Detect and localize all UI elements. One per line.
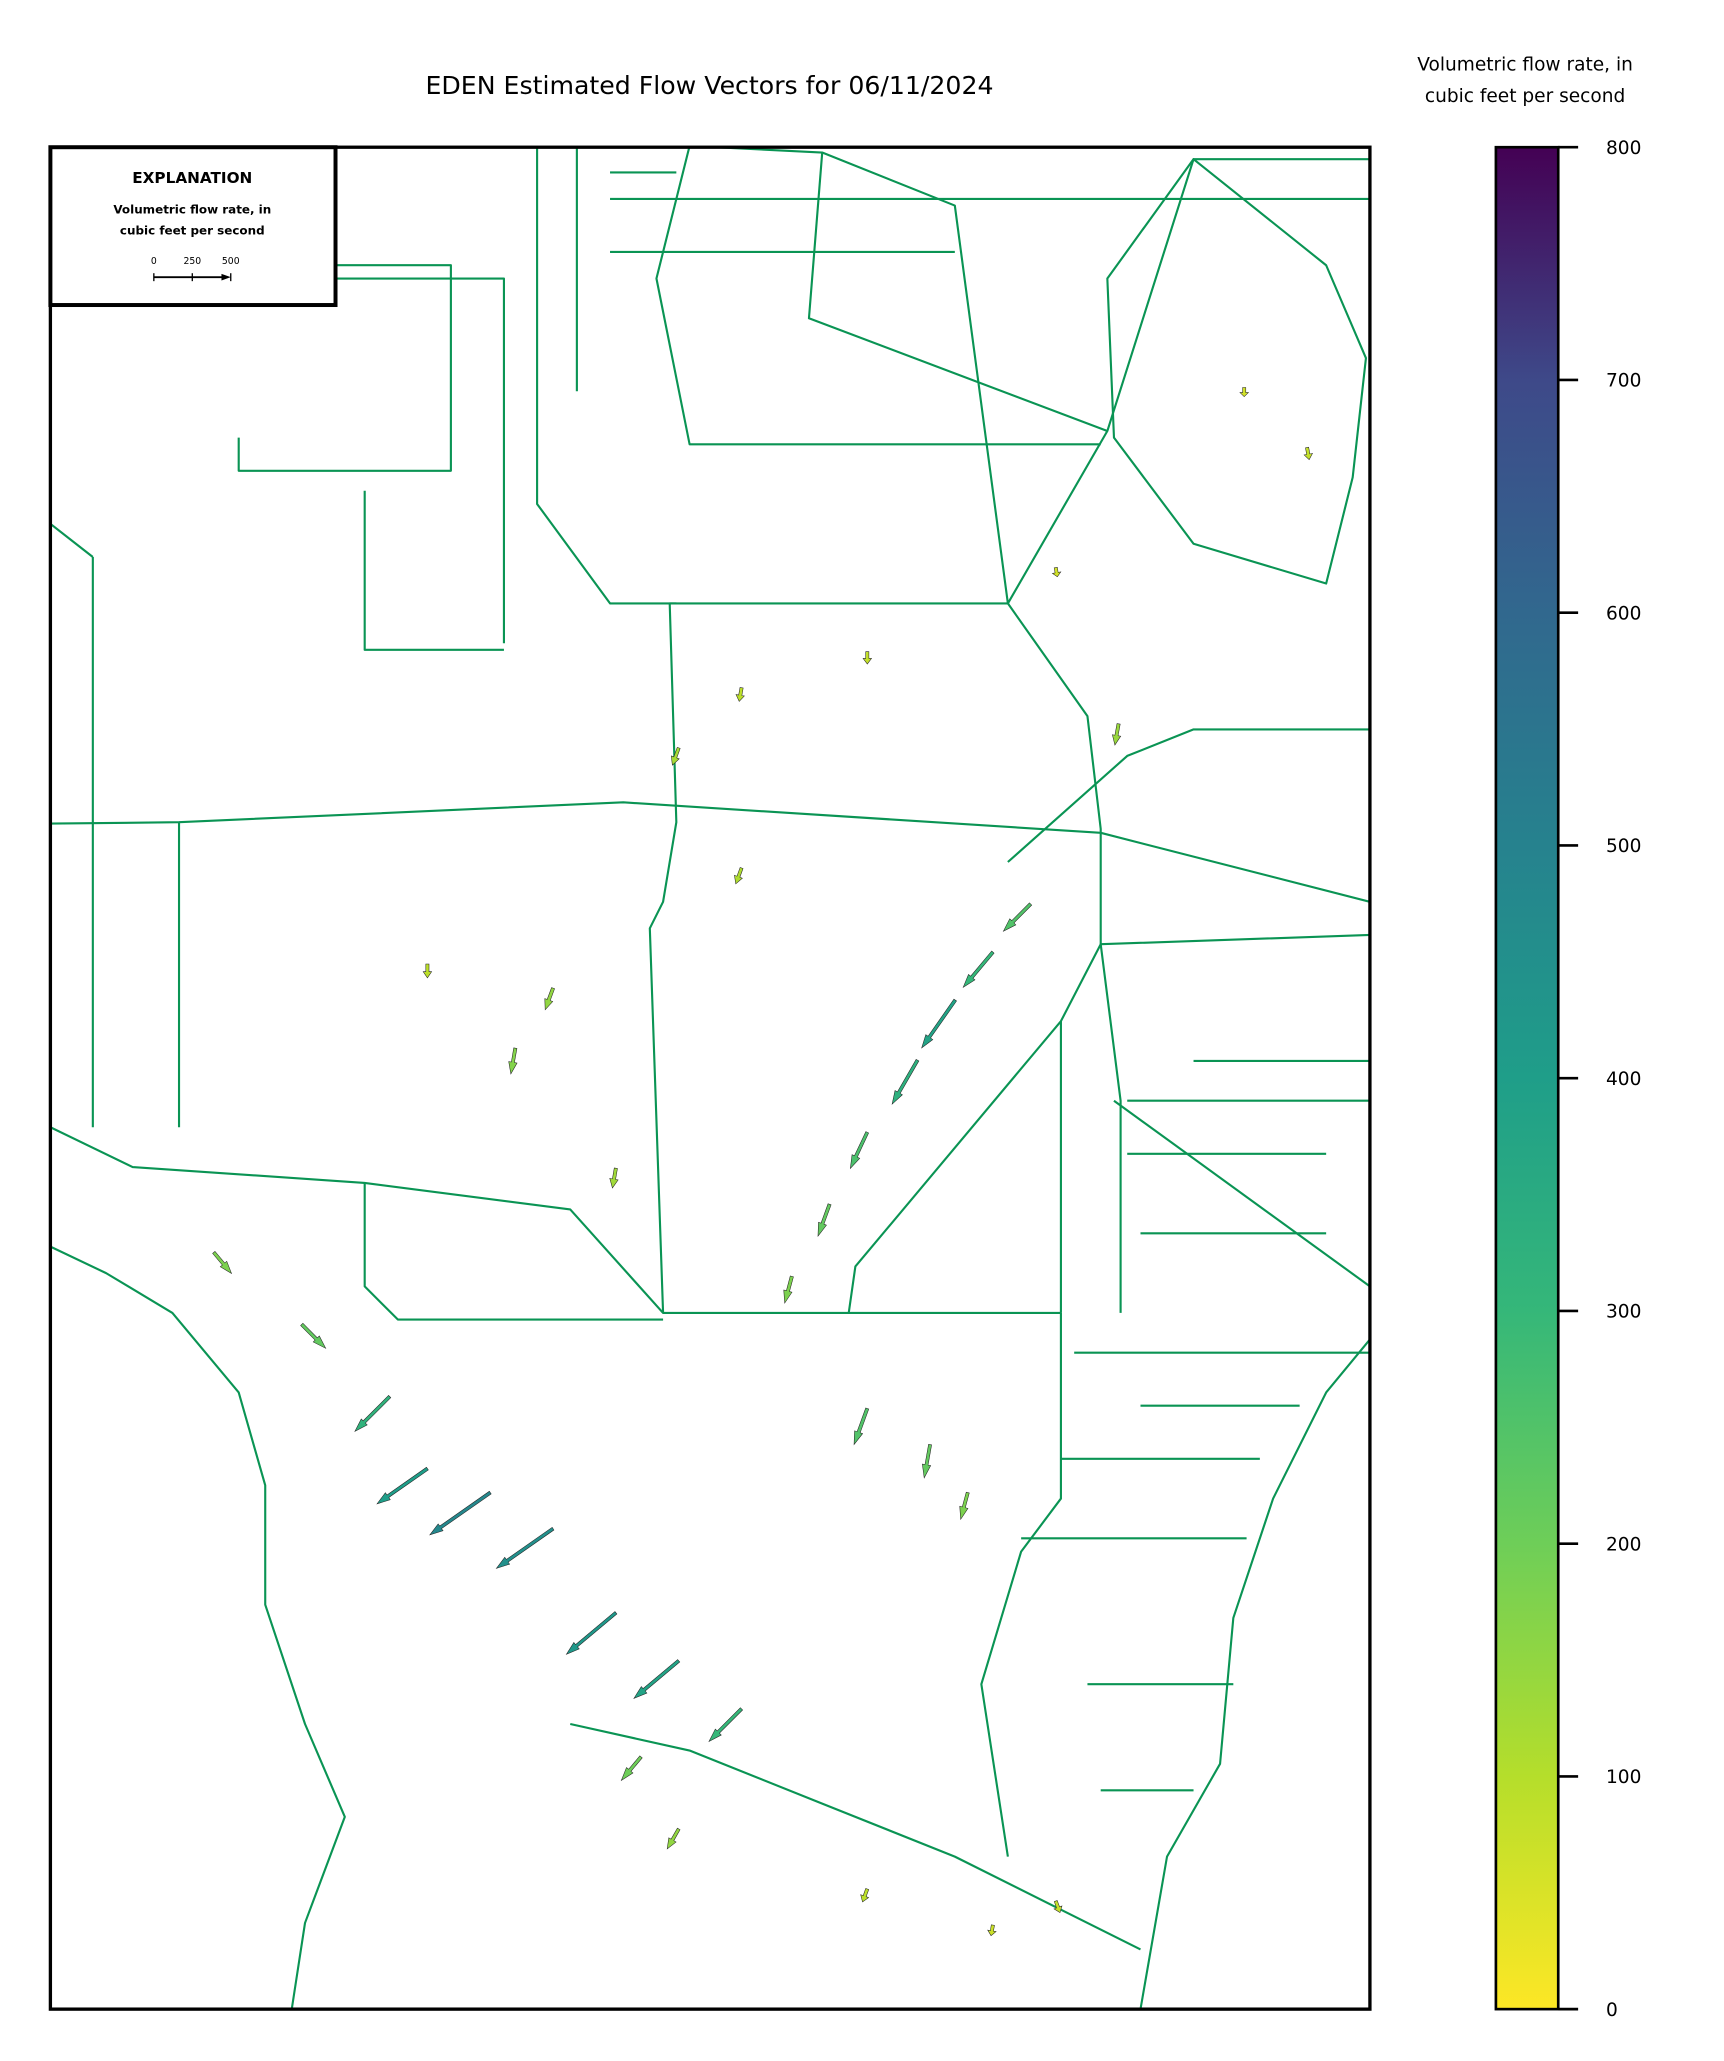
- flow-arrow: [849, 1131, 869, 1170]
- levee: [50, 1126, 1061, 1314]
- colorbar-ticks: 0 100 200 300 400 500 600 700 800: [1558, 138, 1641, 2021]
- colorbar-tick-label: 100: [1606, 1767, 1641, 1788]
- flow-arrow: [922, 1444, 932, 1479]
- colorbar-tick-label: 300: [1606, 1302, 1641, 1323]
- flow-arrow: [735, 687, 745, 702]
- flow-vectors: [212, 387, 1313, 1937]
- colorbar-tick-label: 200: [1606, 1534, 1641, 1555]
- flow-arrow: [633, 1659, 681, 1699]
- colorbar-label: cubic feet per second: [1425, 86, 1625, 107]
- flow-arrow: [891, 1058, 920, 1105]
- flow-arrow: [853, 1407, 870, 1446]
- colorbar-gradient: [1494, 145, 1560, 2011]
- levee: [50, 523, 181, 1128]
- map-frame: [48, 145, 1372, 2011]
- flow-arrow: [666, 1827, 681, 1850]
- flow-arrow: [734, 867, 744, 885]
- flow-arrow: [921, 998, 957, 1049]
- map-lines: [50, 147, 1370, 2010]
- levee: [807, 152, 1108, 433]
- map: [50, 147, 1370, 2010]
- colorbar-label: Volumetric flow rate, in: [1417, 54, 1633, 75]
- levee: [648, 602, 1008, 1313]
- scale-tick-label: 0: [151, 256, 157, 267]
- levee: [655, 147, 1101, 446]
- scale-tick-label: 500: [222, 256, 240, 267]
- levee: [50, 801, 1370, 903]
- colorbar-tick-label: 0: [1606, 2000, 1618, 2021]
- flow-arrow: [670, 746, 681, 766]
- flow-arrow: [354, 1395, 392, 1432]
- road: [1074, 1059, 1370, 1407]
- scale-tick-label: 250: [183, 256, 201, 267]
- flow-arrow: [1053, 1900, 1063, 1913]
- colorbar-tick-label: 700: [1606, 371, 1641, 392]
- road: [1021, 1457, 1260, 1792]
- colorbar-tick-label: 600: [1606, 603, 1641, 624]
- flow-arrow: [508, 1047, 518, 1075]
- levee: [980, 1312, 1062, 1857]
- road: [575, 147, 1370, 392]
- levee: [694, 147, 1102, 945]
- flow-arrow: [1112, 723, 1122, 746]
- flow-arrow: [959, 1491, 970, 1521]
- levee: [1006, 158, 1370, 604]
- flow-arrow: [783, 1275, 794, 1304]
- colorbar-tick-label: 800: [1606, 138, 1641, 159]
- flow-arrow: [495, 1526, 555, 1569]
- flow-arrow: [544, 987, 555, 1011]
- flow-arrow: [962, 950, 995, 989]
- flow-arrow: [422, 963, 433, 979]
- explanation-title: EXPLANATION: [132, 169, 252, 187]
- coastline: [1139, 1338, 1370, 2010]
- flow-arrow: [1303, 446, 1313, 461]
- flow-arrow: [300, 1322, 327, 1349]
- flow-arrow: [609, 1167, 619, 1189]
- flow-arrow: [817, 1203, 832, 1237]
- levee: [847, 933, 1370, 1314]
- flow-arrow: [1002, 902, 1033, 932]
- colorbar-tick-label: 500: [1606, 836, 1641, 857]
- flow-arrow: [987, 1924, 997, 1937]
- flow-arrow: [376, 1466, 429, 1505]
- flow-arrow: [212, 1250, 233, 1275]
- colorbar: Volumetric flow rate, in cubic feet per …: [1417, 54, 1641, 2020]
- flow-arrow: [565, 1611, 618, 1655]
- levee: [1007, 728, 1370, 863]
- explanation-box: EXPLANATION Volumetric flow rate, in cub…: [48, 145, 338, 308]
- levee: [536, 147, 677, 605]
- coastline: [570, 1722, 1141, 1951]
- flow-arrow: [1051, 567, 1062, 578]
- colorbar-tick-label: 400: [1606, 1069, 1641, 1090]
- flow-arrow: [860, 1888, 870, 1903]
- chart-title: EDEN Estimated Flow Vectors for 06/11/20…: [425, 71, 993, 100]
- road: [237, 264, 505, 651]
- levee: [1113, 1099, 1370, 1288]
- scale-arrow: 0 250 500: [151, 256, 240, 282]
- flow-arrow: [620, 1755, 643, 1782]
- levee: [1106, 158, 1367, 585]
- levee: [1099, 944, 1122, 1313]
- scale-head: [221, 273, 231, 281]
- levee: [363, 1182, 664, 1321]
- flow-arrow: [862, 651, 873, 665]
- explanation-label: cubic feet per second: [120, 224, 265, 238]
- flow-arrow: [708, 1707, 744, 1743]
- flow-arrow: [1239, 387, 1250, 398]
- explanation-label: Volumetric flow rate, in: [113, 203, 271, 217]
- flow-arrow: [429, 1490, 492, 1536]
- coastline: [50, 1245, 346, 2010]
